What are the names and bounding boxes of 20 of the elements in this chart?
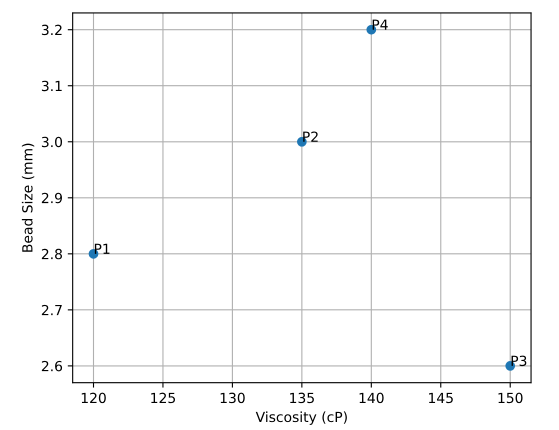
y-tick-label: 2.8 bbox=[42, 248, 62, 260]
annotation: P3 bbox=[512, 356, 526, 366]
annotation: P4 bbox=[372, 20, 388, 30]
x-tick-label: 140 bbox=[360, 392, 384, 404]
x-tick-label: 130 bbox=[220, 392, 245, 404]
y-axis-title: Bead Size (mm) bbox=[22, 144, 34, 252]
x-axis-title: Viscosity (cP) bbox=[256, 411, 347, 425]
x-tick-label: 120 bbox=[82, 392, 106, 404]
y-tick-label: 2.9 bbox=[42, 192, 62, 204]
y-tick-label: 2.7 bbox=[42, 304, 62, 316]
y-tick-label: 2.6 bbox=[42, 360, 62, 372]
x-tick-label: 145 bbox=[429, 392, 453, 404]
annotation: P2 bbox=[303, 131, 318, 142]
y-tick-label: 3.2 bbox=[42, 24, 62, 36]
annotation: P1 bbox=[94, 244, 110, 254]
x-tick-label: 125 bbox=[151, 392, 175, 404]
x-tick-label: 135 bbox=[290, 392, 314, 404]
y-tick-label: 3.1 bbox=[42, 80, 62, 92]
x-tick-label: 150 bbox=[498, 392, 523, 404]
y-tick-label: 3.0 bbox=[42, 136, 62, 148]
